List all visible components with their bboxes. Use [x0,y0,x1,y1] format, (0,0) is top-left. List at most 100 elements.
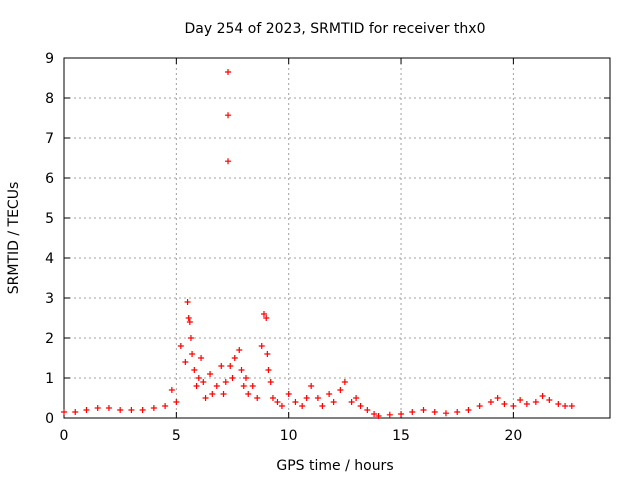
data-point [562,403,569,409]
data-points [61,69,575,419]
data-point [218,363,225,369]
data-point [139,407,146,413]
x-tick-label: 15 [392,428,410,444]
data-point [371,411,378,417]
y-tick-label: 5 [45,211,54,227]
data-point [207,371,214,377]
data-point [182,359,189,365]
data-point [265,367,272,373]
data-point [319,403,326,409]
data-point [278,403,285,409]
data-point [191,367,198,373]
data-point [501,401,508,407]
data-point [187,335,194,341]
data-point [442,410,449,417]
grid [64,58,610,418]
data-point [186,319,193,325]
y-tick-label: 9 [45,51,54,67]
chart-title: Day 254 of 2023, SRMTID for receiver thx… [185,21,486,37]
data-point [303,395,310,401]
y-tick-label: 3 [45,291,54,307]
data-point [341,379,348,385]
x-tick-label: 5 [172,428,181,444]
data-point [189,351,196,357]
data-point [420,407,427,413]
data-point [249,383,256,389]
data-point [546,397,553,403]
data-point [357,403,364,409]
data-point [202,395,209,401]
plot-frame [63,57,611,419]
data-point [269,395,276,401]
data-point [225,112,232,119]
data-point [61,409,67,415]
data-point [353,395,360,401]
data-point [105,405,112,411]
data-point [454,409,461,415]
x-tick-label: 0 [60,428,69,444]
data-point [94,405,101,411]
data-point [72,409,79,415]
data-point [348,399,355,405]
data-point [326,391,333,397]
data-point [476,403,483,409]
y-tick-label: 4 [45,251,54,267]
y-tick-label: 7 [45,131,54,147]
data-point [308,383,315,389]
data-point [117,407,124,413]
y-axis-label: SRMTID / TECUs [6,182,22,295]
data-point [386,411,393,418]
data-point [258,343,265,349]
data-point [231,355,238,361]
data-point [198,355,205,361]
data-point [285,391,292,397]
y-tick-label: 2 [45,331,54,347]
data-point [200,379,207,385]
data-point [225,158,232,165]
data-point [264,351,271,357]
data-point [267,379,274,385]
data-point [128,407,135,413]
data-point [222,379,229,385]
data-point [523,401,530,407]
data-point [539,393,546,399]
data-point [193,383,200,389]
data-point [185,315,192,321]
data-point [83,407,90,413]
data-point [494,395,501,401]
data-point [274,399,281,405]
data-point [465,407,472,413]
data-point [375,413,382,419]
data-point [263,315,270,321]
data-point [314,395,321,401]
data-point [162,403,169,409]
data-point [227,363,234,369]
y-tick-label: 1 [45,371,54,387]
data-point [225,69,232,75]
data-point [213,383,220,389]
data-point [195,375,202,381]
data-point [168,387,175,393]
data-point [398,411,405,417]
data-point [409,409,416,415]
data-point [184,299,191,305]
data-point [487,399,494,405]
axis-ticks: 0 1 2 3 4 5 6 7 8 9 0 5 10 15 20 [45,51,610,444]
data-point [240,383,247,389]
data-point [364,407,371,413]
data-point [330,399,337,405]
y-tick-label: 6 [45,171,54,187]
data-point [150,405,157,411]
data-point [510,403,517,409]
data-point [260,311,267,317]
x-tick-label: 20 [504,428,522,444]
data-point [532,399,539,405]
data-point [177,343,184,349]
data-point [229,375,236,381]
data-point [220,391,227,397]
data-point [292,399,299,405]
data-point [517,397,524,403]
data-point [254,395,261,401]
y-tick-label: 0 [45,411,54,427]
data-point [568,403,575,409]
